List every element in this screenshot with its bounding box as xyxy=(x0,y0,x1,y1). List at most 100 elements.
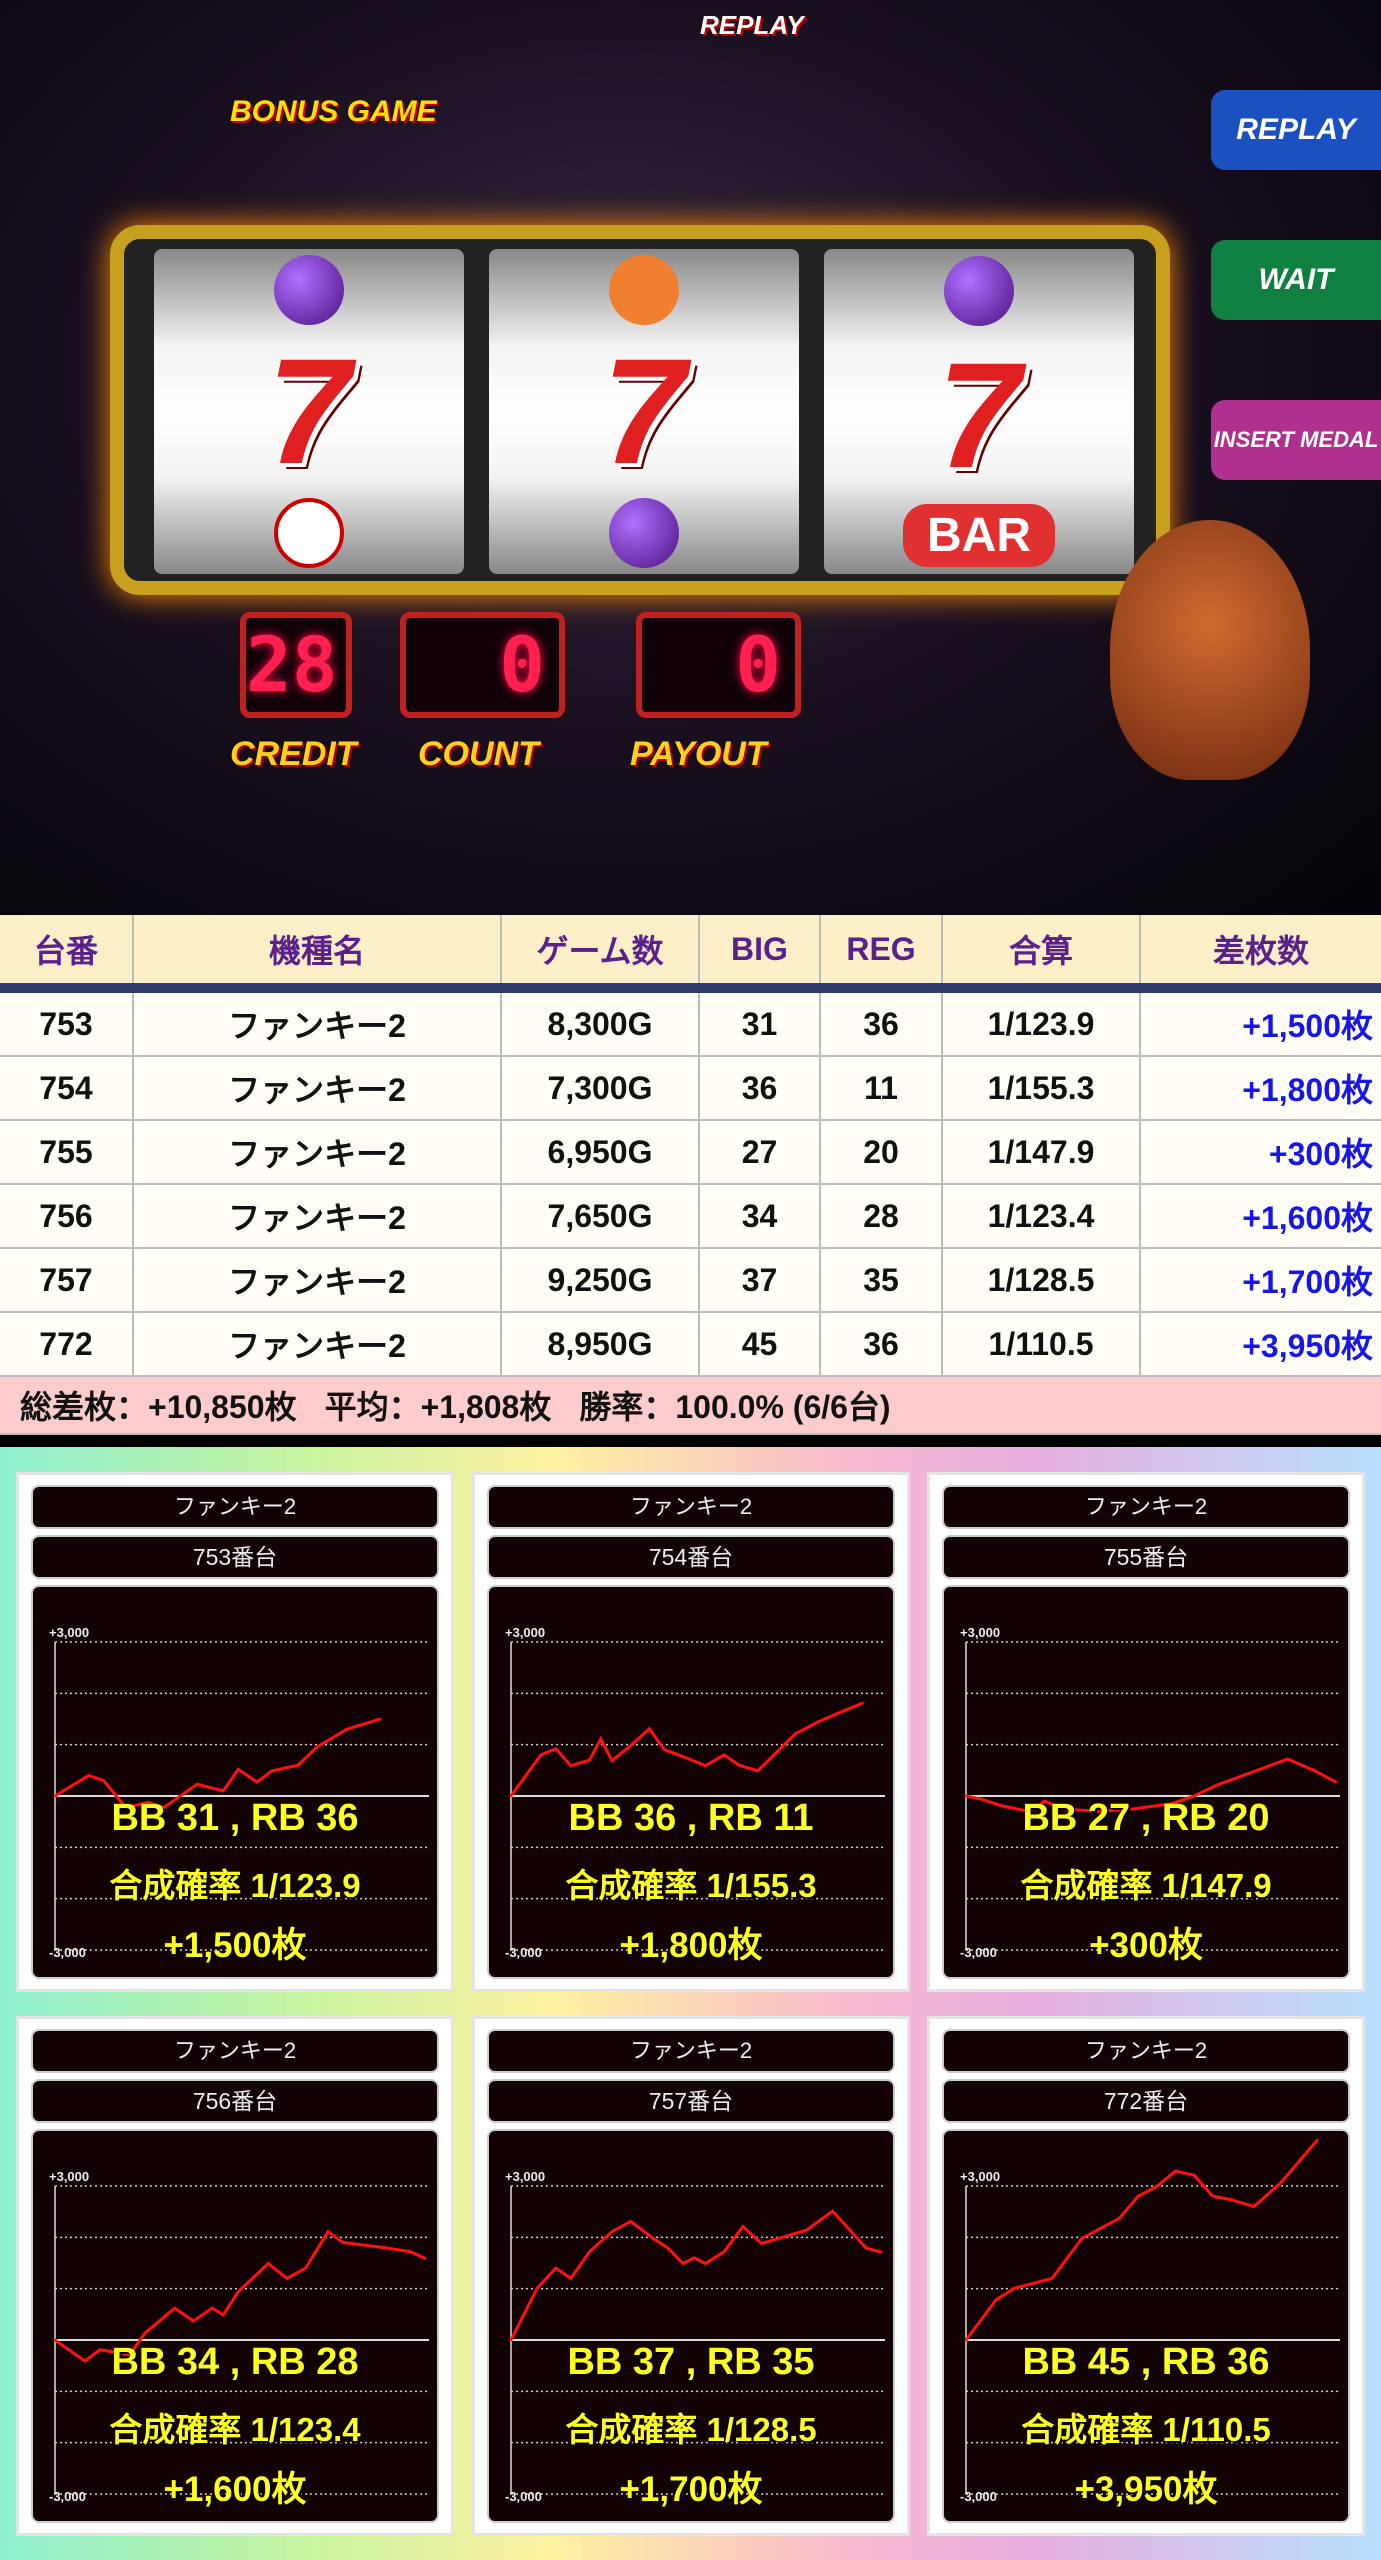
diff-coins: +300枚 xyxy=(1089,1926,1203,1965)
table-row: 755 ファンキー2 6,950G 27 20 1/147.9 +300枚 xyxy=(0,1121,1381,1185)
data-point xyxy=(629,2220,632,2223)
diff-coins: +1,600枚 xyxy=(163,2470,307,2509)
data-point xyxy=(1286,1757,1289,1761)
cell-machine: ファンキー2 xyxy=(134,1121,502,1183)
cell-diff: +1,600枚 xyxy=(1242,1200,1373,1236)
data-point xyxy=(539,1753,543,1757)
data-point xyxy=(326,2230,330,2233)
chart-box: +3,000 -3,000 BB 34 , RB 28 合成確率 1/123.4… xyxy=(31,2129,439,2523)
combined-probability: 合成確率 1/128.5 xyxy=(565,2411,817,2448)
unit-number-bar: 755番台 xyxy=(942,1535,1350,1579)
data-point xyxy=(569,1764,573,1767)
y-tick-top: +3,000 xyxy=(49,2169,90,2184)
cell-unit: 754 xyxy=(0,1057,134,1119)
data-point xyxy=(1136,2195,1140,2198)
cell-combined: 1/123.4 xyxy=(943,1185,1141,1247)
header-machine: 機種名 xyxy=(134,915,502,983)
cell-reg: 36 xyxy=(821,993,943,1055)
combined-probability: 合成確率 1/155.3 xyxy=(565,1867,817,1904)
data-point xyxy=(87,1774,90,1777)
replay-text: REPLAY xyxy=(700,10,804,40)
data-point xyxy=(1062,1807,1065,1811)
data-point xyxy=(865,2246,868,2250)
data-point xyxy=(1170,1802,1173,1805)
header-big: BIG xyxy=(700,915,821,983)
chart-box: +3,000 -3,000 BB 45 , RB 36 合成確率 1/110.5… xyxy=(942,2129,1350,2523)
cell-big: 37 xyxy=(700,1249,821,1311)
data-point xyxy=(666,2246,670,2250)
y-tick-bottom: -3,000 xyxy=(505,1945,542,1960)
data-point xyxy=(741,2225,745,2228)
data-point xyxy=(382,2246,386,2249)
chart-panel: ファンキー2 755番台 +3,000 -3,000 BB 27 , RB 20… xyxy=(927,1472,1365,1992)
line-chart xyxy=(964,2138,1340,2495)
results-table: 台番 機種名 ゲーム数 BIG REG 合算 差枚数 753 ファンキー2 8,30… xyxy=(0,915,1381,1435)
cell-unit: 757 xyxy=(0,1249,134,1311)
charts-grid: ファンキー2 753番台 +3,000 -3,000 BB 31 , RB 36… xyxy=(0,1447,1381,2560)
data-point xyxy=(304,2266,307,2270)
data-point xyxy=(599,1737,602,1741)
data-point xyxy=(838,1711,842,1714)
data-point xyxy=(237,1768,240,1771)
data-point xyxy=(509,1794,513,1798)
payout-display: 0 xyxy=(636,612,801,718)
summary-average: 平均：+1,808枚 xyxy=(324,1389,552,1425)
data-point xyxy=(173,2306,176,2310)
data-point xyxy=(588,2250,591,2253)
unit-number-bar: 772番台 xyxy=(942,2079,1350,2123)
insert-medal-sign: INSERT MEDAL xyxy=(1211,400,1381,480)
data-point xyxy=(1013,2286,1016,2290)
data-point xyxy=(648,1727,651,1730)
bonus-count: BB 27 , RB 20 xyxy=(1022,1797,1270,1839)
machine-name-bar: ファンキー2 xyxy=(487,1485,895,1529)
cell-big: 36 xyxy=(700,1057,821,1119)
data-point xyxy=(266,2262,270,2265)
y-tick-top: +3,000 xyxy=(960,1625,1001,1640)
data-point xyxy=(409,2250,412,2253)
data-point xyxy=(681,1755,685,1758)
reel-center: 7 xyxy=(489,249,799,574)
chart-box: +3,000 -3,000 BB 27 , RB 20 合成確率 1/147.9… xyxy=(942,1585,1350,1979)
replay-sign: REPLAY xyxy=(1211,90,1381,170)
series-line xyxy=(509,2209,882,2341)
data-point xyxy=(588,1758,591,1762)
y-tick-bottom: -3,000 xyxy=(505,2489,542,2504)
cell-games: 7,300G xyxy=(502,1057,700,1119)
data-point xyxy=(964,1794,968,1798)
chart-box: +3,000 -3,000 BB 37 , RB 35 合成確率 1/128.5… xyxy=(487,2129,895,2523)
summary-win-rate: 勝率：100.0% (6/6台) xyxy=(579,1389,891,1425)
data-point xyxy=(315,1746,318,1749)
data-point xyxy=(124,1806,128,1810)
data-point xyxy=(53,1794,57,1798)
y-tick-top: +3,000 xyxy=(505,2169,546,2184)
table-row: 772 ファンキー2 8,950G 45 36 1/110.5 +3,950枚 xyxy=(0,1313,1381,1377)
cell-reg: 28 xyxy=(821,1185,943,1247)
combined-probability: 合成確率 1/123.9 xyxy=(109,1867,361,1904)
data-point xyxy=(663,1748,666,1751)
header-reg: REG xyxy=(821,915,943,983)
data-point xyxy=(98,2348,102,2351)
cell-games: 8,950G xyxy=(502,1313,700,1375)
data-point xyxy=(1043,1799,1046,1803)
cell-big: 27 xyxy=(700,1121,821,1183)
data-point xyxy=(554,2266,558,2270)
table-row: 754 ファンキー2 7,300G 36 11 1/155.3 +1,800枚 xyxy=(0,1057,1381,1121)
cell-reg: 11 xyxy=(821,1057,943,1119)
wait-sign: WAIT xyxy=(1211,240,1381,320)
combined-probability: 合成確率 1/110.5 xyxy=(1021,2411,1271,2448)
series-line xyxy=(54,1717,381,1810)
y-tick-bottom: -3,000 xyxy=(49,1945,86,1960)
data-point xyxy=(341,2241,345,2244)
data-point xyxy=(255,1780,259,1784)
payout-label: PAYOUT xyxy=(630,735,767,773)
cell-games: 7,650G xyxy=(502,1185,700,1247)
data-point xyxy=(128,2353,131,2357)
data-point xyxy=(1174,2169,1177,2173)
data-point xyxy=(210,2306,214,2310)
machine-name-bar: ファンキー2 xyxy=(487,2029,895,2073)
bonus-game-text: BONUS GAME xyxy=(230,95,437,128)
unit-number-bar: 753番台 xyxy=(31,1535,439,1579)
y-tick-bottom: -3,000 xyxy=(960,2489,997,2504)
series-line xyxy=(964,2138,1319,2341)
reel-left: 7 xyxy=(154,249,464,574)
